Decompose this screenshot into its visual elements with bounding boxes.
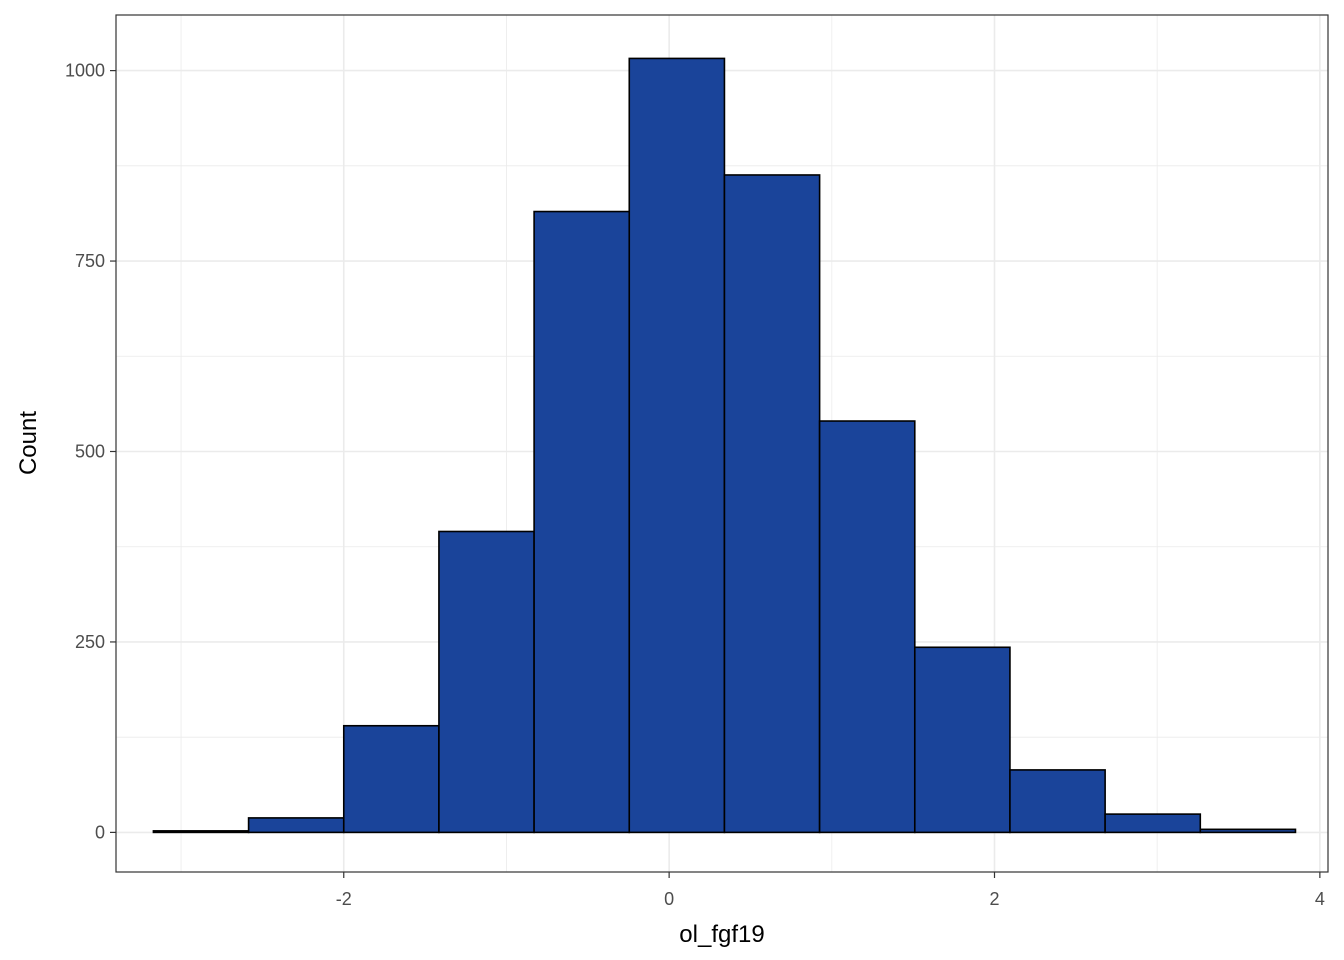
- y-axis: 0 250 500 750 1000: [65, 61, 116, 842]
- histogram-bars: [152, 57, 1297, 834]
- panel-border: [115, 14, 1329, 873]
- histogram-bar: [628, 57, 726, 834]
- x-tick-label: 0: [664, 889, 674, 909]
- x-axis: -2 0 2 4: [336, 872, 1325, 909]
- x-tick-label: 4: [1315, 889, 1325, 909]
- histogram-bar: [1009, 769, 1106, 834]
- histogram-bar: [152, 830, 250, 834]
- y-tick-label: 250: [75, 632, 105, 652]
- histogram-bar: [533, 210, 631, 834]
- y-tick-label: 750: [75, 251, 105, 271]
- histogram-bar: [342, 724, 440, 834]
- histogram-bar: [913, 646, 1011, 834]
- x-tick-label: 2: [989, 889, 999, 909]
- histogram-bar: [247, 817, 345, 834]
- histogram-bar: [438, 530, 535, 834]
- x-tick-label: -2: [336, 889, 352, 909]
- histogram-bar: [818, 420, 916, 834]
- histogram-bar: [1104, 813, 1202, 834]
- histogram-bar: [1199, 828, 1297, 834]
- y-tick-label: 1000: [65, 61, 105, 81]
- y-axis-title: Count: [15, 411, 42, 475]
- x-axis-title: ol_fgf19: [679, 921, 764, 948]
- y-tick-label: 0: [95, 822, 105, 842]
- histogram-bar: [723, 174, 821, 834]
- y-tick-label: 500: [75, 441, 105, 461]
